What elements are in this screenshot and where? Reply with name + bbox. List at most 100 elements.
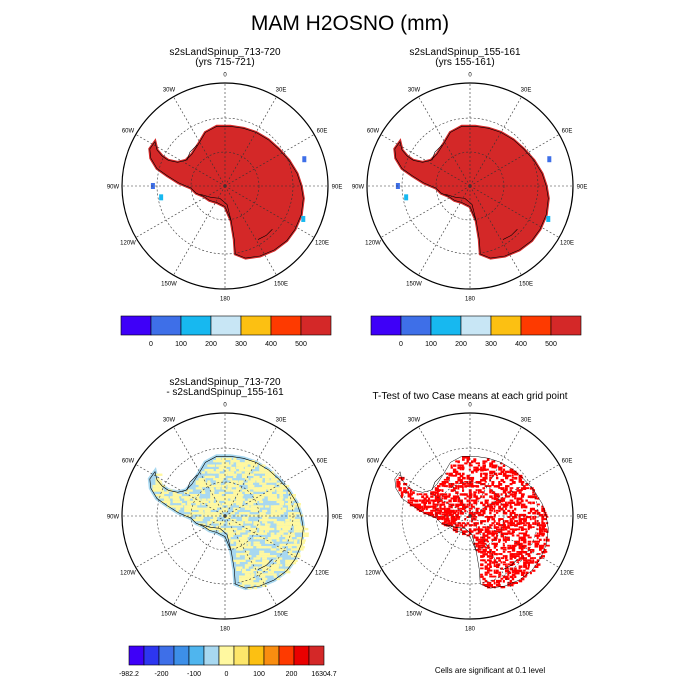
lon-label: 90E xyxy=(577,515,588,521)
ice-shelf-line xyxy=(257,559,273,570)
coastline xyxy=(149,126,304,259)
labelbar-box xyxy=(188,645,205,666)
lon-label: 150E xyxy=(274,612,288,618)
lon-label: 30W xyxy=(408,88,421,94)
lon-label: 150E xyxy=(519,282,533,288)
labelbar-box xyxy=(143,645,160,666)
lon-label: 60W xyxy=(122,459,135,465)
low-value-cell xyxy=(301,215,306,222)
lon-label: 60E xyxy=(317,129,328,135)
lon-label: 90E xyxy=(332,185,343,191)
labelbar-box xyxy=(300,315,332,336)
coastline xyxy=(394,126,549,259)
map-border xyxy=(366,412,574,620)
ice-shelf-line xyxy=(257,229,273,240)
labelbar-tick-label: 400 xyxy=(265,341,277,348)
labelbar-box xyxy=(460,315,492,336)
labelbar-box xyxy=(520,315,552,336)
labelbar-box xyxy=(173,645,190,666)
labelbar-box xyxy=(430,315,462,336)
lon-label: 120W xyxy=(120,241,136,247)
labelbar-box xyxy=(210,315,242,336)
labelbar-box xyxy=(490,315,522,336)
low-value-cell xyxy=(159,194,164,201)
lon-label: 90E xyxy=(332,515,343,521)
lon-label: 30E xyxy=(276,88,287,94)
labelbar-box xyxy=(248,645,265,666)
labelbar-tick-label: 16304.7 xyxy=(311,671,336,678)
ice-shelf-line xyxy=(431,144,443,161)
coastline xyxy=(394,456,549,589)
panel-1-title-line2: (yrs 715-721) xyxy=(195,57,255,68)
labelbar-tick-label: 100 xyxy=(425,341,437,348)
panel-2-map: 0 30E 60E 90E 120E 150E 180 150W 120W 90W 60W 30W xyxy=(352,73,588,303)
lon-label: 60E xyxy=(562,129,573,135)
labelbar-tick-label: 500 xyxy=(545,341,557,348)
labelbar-box xyxy=(240,315,272,336)
lon-label: 120E xyxy=(315,241,329,247)
lon-label: 30W xyxy=(163,88,176,94)
main-title: MAM H2OSNO (mm) xyxy=(250,12,450,35)
lon-label: 0 xyxy=(468,73,472,79)
lon-label: 150W xyxy=(161,612,177,618)
labelbar-box xyxy=(180,315,212,336)
labelbar-tick-label: 300 xyxy=(485,341,497,348)
panel-3-title: s2sLandSpinup_713-720 - s2sLandSpinup_15… xyxy=(120,378,330,398)
labelbar-box xyxy=(128,645,145,666)
panel-3-title-line2: - s2sLandSpinup_155-161 xyxy=(166,387,284,398)
lon-label: 180 xyxy=(465,627,476,633)
panel-1-map: 0 30E 60E 90E 120E 150E 180 150W 120W 90W 60W 30W xyxy=(107,73,343,303)
lon-label: 0 xyxy=(223,73,227,79)
graticule xyxy=(122,413,328,619)
labelbar-panel-1: 0 100 200 300 400 500 xyxy=(120,315,332,348)
labelbar-tick-label: 0 xyxy=(225,671,229,678)
labelbar-panel-3: -982.2 -200 -100 0 100 200 16304.7 xyxy=(119,645,337,678)
labelbar-tick-label: 200 xyxy=(205,341,217,348)
graticule xyxy=(122,83,328,289)
lon-label: 60E xyxy=(562,459,573,465)
lon-label: 150W xyxy=(406,282,422,288)
labelbar-tick-label: -100 xyxy=(187,671,201,678)
lon-label: 30W xyxy=(163,418,176,424)
lon-label: 60W xyxy=(367,459,380,465)
ice-shelf-line xyxy=(186,144,198,161)
panel-2-title-line1: s2sLandSpinup_155-161 xyxy=(409,47,521,58)
lon-label: 90W xyxy=(107,515,120,521)
panel-1-title: s2sLandSpinup_713-720 (yrs 715-721) xyxy=(120,48,330,68)
labelbar-box xyxy=(263,645,280,666)
panel-3-map: 0 30E 60E 90E 120E 150E 180 150W 120W 90W 60W 30W xyxy=(107,403,343,633)
panel-2-title-line2: (yrs 155-161) xyxy=(435,57,495,68)
labelbar-tick-label: 100 xyxy=(175,341,187,348)
lon-label: 120E xyxy=(560,571,574,577)
labelbar-panel-2: 0 100 200 300 400 500 xyxy=(370,315,582,348)
lon-label: 60W xyxy=(122,129,135,135)
lon-label: 120W xyxy=(120,571,136,577)
ice-shelf-line xyxy=(431,474,443,491)
panel-4-title-line1: T-Test of two Case means at each grid po… xyxy=(372,391,568,402)
low-value-cell xyxy=(302,156,307,163)
labelbar-tick-label: 200 xyxy=(455,341,467,348)
labelbar-tick-label: 300 xyxy=(235,341,247,348)
lon-label: 0 xyxy=(468,403,472,409)
panel-3-title-line1: s2sLandSpinup_713-720 xyxy=(169,377,281,388)
lon-label: 180 xyxy=(465,297,476,303)
labelbar-box xyxy=(158,645,175,666)
labelbar-box xyxy=(203,645,220,666)
labelbar-tick-label: 400 xyxy=(515,341,527,348)
labelbar-box xyxy=(120,315,152,336)
labelbar-tick-label: -200 xyxy=(154,671,168,678)
labelbar-tick-label: 500 xyxy=(295,341,307,348)
graticule xyxy=(367,413,573,619)
lon-label: 30E xyxy=(276,418,287,424)
diff-cells xyxy=(152,457,309,590)
lon-label: 60W xyxy=(367,129,380,135)
lon-label: 30E xyxy=(521,418,532,424)
ice-shelf-line xyxy=(502,229,518,240)
ice-shelf-line xyxy=(502,559,518,570)
labelbar-tick-label: 0 xyxy=(399,341,403,348)
lon-label: 120W xyxy=(365,241,381,247)
graticule xyxy=(367,83,573,289)
panel-1-title-line1: s2sLandSpinup_713-720 xyxy=(169,47,281,58)
lon-label: 150E xyxy=(274,282,288,288)
labelbar-box xyxy=(370,315,402,336)
